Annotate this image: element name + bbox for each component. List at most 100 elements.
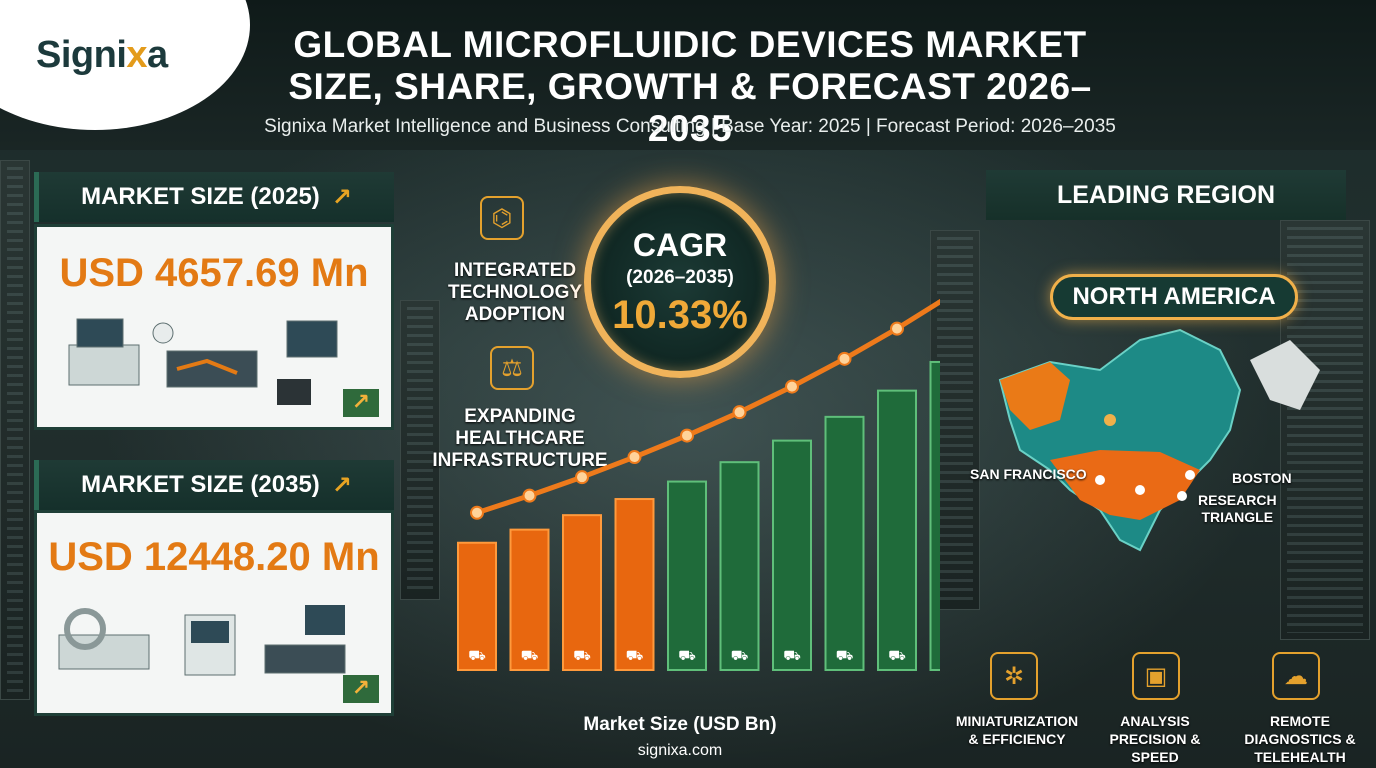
circuit-icon: ⌬ — [480, 196, 524, 240]
shopping-cart-icon: ⛟ — [888, 648, 906, 664]
driver-line: TECHNOLOGY — [447, 282, 583, 303]
shopping-cart-icon: ⛟ — [731, 648, 749, 664]
market-size-2035-card: USD 12448.20 Mn ↗ — [34, 510, 394, 716]
chart-bar-2031 — [772, 439, 812, 671]
chart-trend-point — [837, 351, 852, 366]
chart-trend-point — [732, 405, 747, 420]
chart-trend-point — [522, 488, 537, 503]
footer-url: signixa.com — [637, 742, 723, 759]
map-pin-icon — [1104, 414, 1116, 426]
shopping-cart-icon: ⛟ — [573, 648, 591, 664]
page-title-line2: SIZE, SHARE, GROWTH & FORECAST 2026–2035 — [288, 66, 1092, 149]
feature-line: ANALYSIS — [1120, 713, 1190, 729]
feature-line: TELEHEALTH — [1254, 749, 1346, 765]
scale-icon: ⚖ — [490, 346, 534, 390]
market-size-2025-heading: MARKET SIZE (2025) ↗ — [34, 172, 394, 222]
chart-trend-point — [785, 379, 799, 394]
market-size-2025-card: USD 4657.69 Mn ↗ — [34, 224, 394, 430]
card-heading-text: MARKET SIZE (2025) — [81, 183, 320, 210]
shopping-cart-icon: ⛟ — [468, 648, 486, 664]
driver-line: HEALTHCARE — [455, 428, 585, 449]
card-heading-text: MARKET SIZE (2035) — [81, 471, 320, 498]
chart-bar-2025 — [457, 541, 497, 671]
server-rack-decoration — [400, 300, 440, 600]
market-size-2025-value: USD 4657.69 Mn — [59, 251, 369, 295]
feature-line: MINIATURIZATION — [955, 713, 1079, 729]
shopping-cart-icon: ⛟ — [678, 648, 696, 664]
signixa-logo: Signixa — [36, 34, 168, 77]
leading-region-heading: LEADING REGION — [986, 170, 1346, 220]
driver-line: ADOPTION — [464, 304, 566, 325]
region-heading-text: LEADING REGION — [1056, 180, 1276, 209]
driver-line: EXPANDING — [464, 406, 576, 427]
cagr-period: (2026–2035) — [626, 267, 734, 288]
city-label-research-triangle: RESEARCH TRIANGLE — [1198, 492, 1277, 526]
chart-bar-2033 — [877, 389, 917, 672]
chart-x-axis-label: Market Size (USD Bn) — [583, 714, 777, 735]
feature-miniaturization: MINIATURIZATION & EFFICIENCY — [944, 712, 1090, 748]
logo-accent: x — [126, 34, 148, 76]
growth-chart-icon: ↗ — [343, 389, 379, 417]
trend-arrow-icon: ↗ — [331, 471, 352, 499]
driver-line: INFRASTRUCTURE — [432, 450, 608, 471]
shopping-cart-icon: ⛟ — [626, 648, 644, 664]
city-label-san-francisco: SAN FRANCISCO — [970, 466, 1087, 482]
map-pin-icon — [1177, 491, 1187, 501]
map-pin-icon — [1095, 475, 1105, 485]
chart-bar-2026 — [509, 528, 550, 671]
chart-bar-2027 — [562, 514, 602, 671]
server-rack-decoration — [0, 160, 30, 700]
market-size-2035-value: USD 12448.20 Mn — [48, 535, 380, 579]
feature-analysis-precision: ANALYSIS PRECISION & SPEED — [1100, 712, 1210, 766]
map-pin-icon — [1185, 470, 1195, 480]
logo-suffix: a — [147, 34, 168, 76]
leading-region-badge: NORTH AMERICA — [1050, 274, 1298, 320]
city-label-line: RESEARCH — [1198, 492, 1277, 508]
shopping-cart-icon: ⛟ — [521, 648, 539, 664]
logo-prefix: Signi — [36, 34, 127, 76]
feature-line: & EFFICIENCY — [968, 731, 1066, 747]
lab-illustration — [67, 315, 347, 415]
feature-line: DIAGNOSTICS & — [1244, 731, 1356, 747]
feature-line: PRECISION & — [1109, 731, 1201, 747]
chart-bar-2028 — [614, 498, 655, 672]
chart-bar-2032 — [824, 415, 865, 671]
chart-bar-2029 — [667, 480, 707, 671]
feature-remote-diagnostics: REMOTE DIAGNOSTICS & TELEHEALTH — [1232, 712, 1368, 766]
page-subtitle: Signixa Market Intelligence and Business… — [264, 116, 1116, 137]
chart-trend-point — [890, 321, 904, 336]
cagr-badge: CAGR (2026–2035) 10.33% — [584, 186, 776, 378]
page-title-line1: GLOBAL MICROFLUIDIC DEVICES MARKET — [293, 24, 1087, 65]
region-name: NORTH AMERICA — [1072, 283, 1276, 310]
hospital-illustration — [55, 595, 355, 699]
market-size-bar-chart: ⛟2025⛟⛟⛟2028⛟⛟⛟2031⛟⛟⛟⛟2035 — [457, 298, 940, 672]
driver-line: INTEGRATED — [453, 260, 577, 281]
chart-trend-point — [680, 428, 694, 443]
header: Signixa GLOBAL MICROFLUIDIC DEVICES MARK… — [0, 0, 1376, 150]
feature-line: SPEED — [1131, 749, 1179, 765]
growth-chart-icon: ↗ — [343, 675, 379, 703]
driver-expanding-healthcare: EXPANDING HEALTHCARE INFRASTRUCTURE — [428, 406, 612, 472]
driver-integrated-technology: INTEGRATED TECHNOLOGY ADOPTION — [440, 260, 590, 326]
market-size-2035-heading: MARKET SIZE (2035) ↗ — [34, 460, 394, 510]
shopping-cart-icon: ⛟ — [836, 648, 854, 664]
chart-trend-point — [470, 505, 484, 520]
chart-trend-point — [575, 470, 589, 485]
server-rack-decoration — [930, 230, 980, 610]
map-pin-icon — [1135, 485, 1145, 495]
network-icon: ✲ — [990, 652, 1038, 700]
city-label-boston: BOSTON — [1232, 470, 1292, 486]
cagr-value: 10.33% — [612, 293, 748, 337]
chart-trend-point — [627, 450, 642, 465]
city-label-line: TRIANGLE — [1201, 509, 1274, 525]
feature-line: REMOTE — [1270, 713, 1330, 729]
north-america-map — [998, 328, 1320, 552]
shopping-cart-icon: ⛟ — [783, 648, 801, 664]
trend-arrow-icon: ↗ — [331, 183, 352, 211]
chart-bar-2034 — [929, 360, 940, 671]
logo-badge: Signixa — [0, 0, 250, 130]
cagr-label: CAGR — [632, 227, 728, 263]
chart-bar-2030 — [719, 461, 760, 671]
monitor-icon: ▣ — [1132, 652, 1180, 700]
